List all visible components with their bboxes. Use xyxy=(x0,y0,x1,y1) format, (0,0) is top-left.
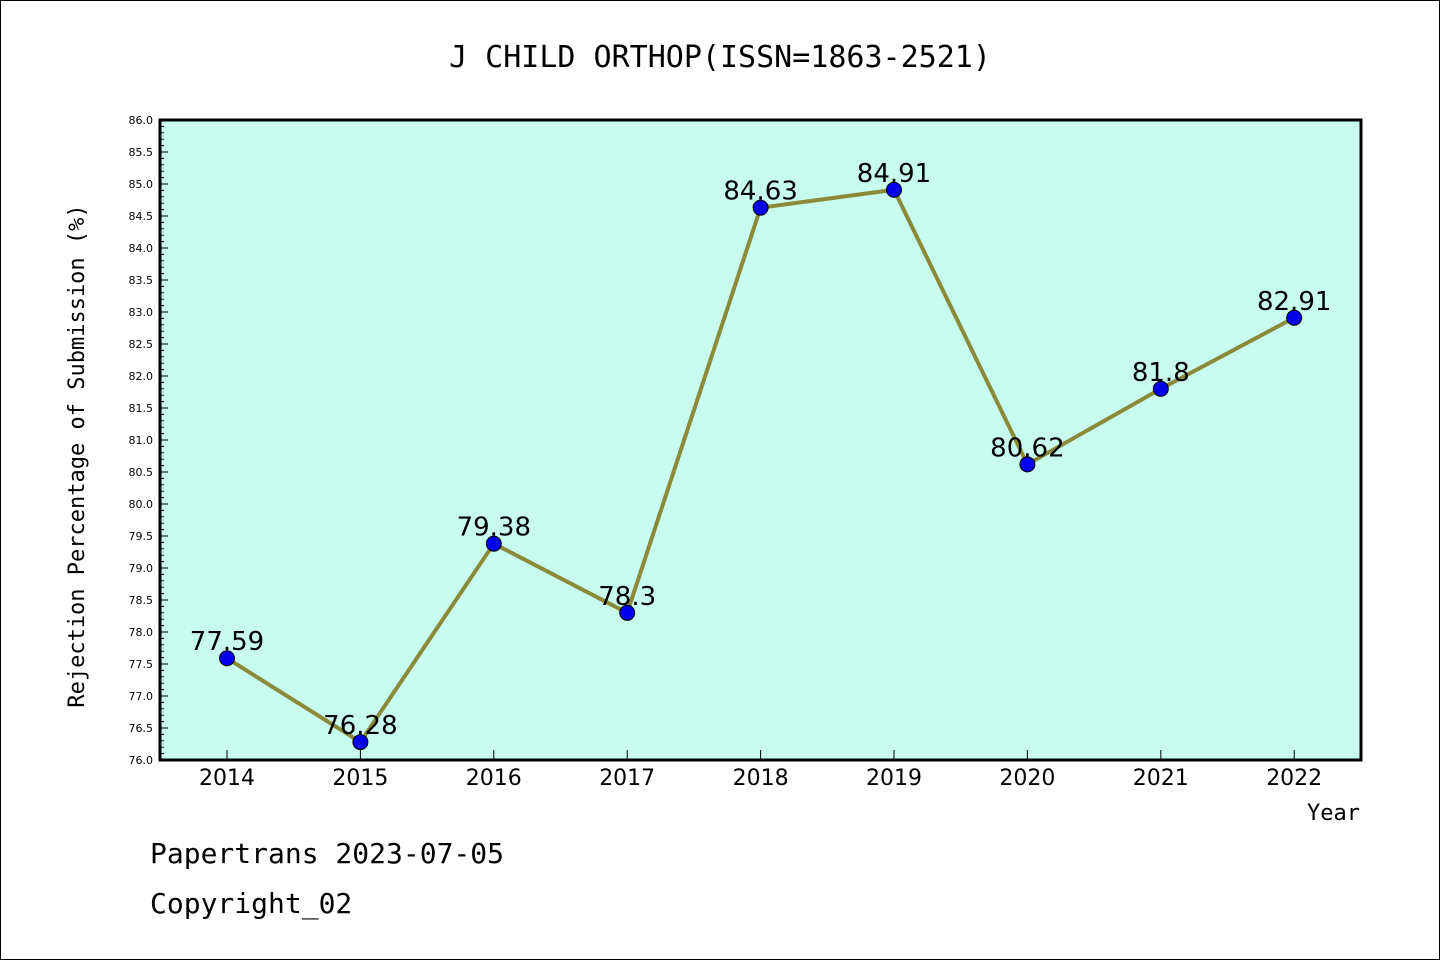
data-point xyxy=(886,181,902,198)
footer-date: Papertrans 2023-07-05 xyxy=(150,837,504,870)
x-tick-label: 2021 xyxy=(1133,766,1189,791)
x-tick-label: 2018 xyxy=(733,766,789,791)
data-point xyxy=(352,734,369,751)
y-tick-label: 82.0 xyxy=(129,370,154,383)
x-tick-label: 2015 xyxy=(332,766,388,791)
data-point xyxy=(1152,380,1169,397)
x-tick-label: 2016 xyxy=(466,766,522,791)
y-tick-label: 85.5 xyxy=(129,146,154,159)
data-point xyxy=(219,650,235,667)
y-tick-label: 78.0 xyxy=(129,626,154,639)
x-axis: 2014 2015 2016 2017 2018 2019 2020 2021 2022 xyxy=(199,750,1322,791)
data-labels: 77.59 76.28 79.38 78.3 84.63 84.91 80.62 81.8 82… xyxy=(190,159,1332,741)
data-point xyxy=(1019,456,1036,473)
y-tick-label: 84.0 xyxy=(129,242,154,255)
y-tick-label: 77.5 xyxy=(129,658,154,671)
x-tick-label: 2014 xyxy=(199,766,255,791)
x-tick-label: 2022 xyxy=(1266,766,1322,791)
y-tick-label: 81.5 xyxy=(129,402,154,415)
x-tick-label: 2019 xyxy=(866,766,922,791)
y-axis-label: Rejection Percentage of Submission (%) xyxy=(65,204,90,707)
y-tick-label: 81.0 xyxy=(129,434,154,447)
data-label: 77.59 xyxy=(190,627,264,657)
data-point xyxy=(752,199,769,216)
data-label: 81.8 xyxy=(1132,358,1190,388)
x-tick-label: 2020 xyxy=(999,766,1055,791)
x-axis-label: Year xyxy=(1307,801,1360,826)
x-tick-label: 2017 xyxy=(599,766,655,791)
data-label: 82.91 xyxy=(1257,287,1331,317)
data-point xyxy=(1286,309,1303,326)
data-label: 78.3 xyxy=(598,582,656,612)
plot-area xyxy=(160,120,1361,760)
y-tick-label: 80.0 xyxy=(129,498,154,511)
y-tick-label: 84.5 xyxy=(129,210,154,223)
y-tick-label: 79.0 xyxy=(129,562,154,575)
y-tick-label: 86.0 xyxy=(129,114,154,127)
y-tick-label: 77.0 xyxy=(129,690,154,703)
data-label: 79.38 xyxy=(457,513,531,543)
y-tick-label: 82.5 xyxy=(129,338,154,351)
y-tick-label: 79.5 xyxy=(129,530,154,543)
data-points xyxy=(219,181,1303,751)
data-point xyxy=(485,535,502,552)
y-tick-label: 83.0 xyxy=(129,306,154,319)
chart-title: J CHILD ORTHOP(ISSN=1863-2521) xyxy=(449,40,991,75)
y-tick-label: 76.5 xyxy=(129,722,154,735)
data-label: 76.28 xyxy=(323,711,397,741)
data-label: 84.91 xyxy=(857,159,931,189)
data-label: 80.62 xyxy=(990,433,1064,463)
data-label: 84.63 xyxy=(723,177,797,207)
y-tick-label: 85.0 xyxy=(129,178,154,191)
y-tick-label: 80.5 xyxy=(129,466,154,479)
footer-copyright: Copyright_02 xyxy=(150,887,352,921)
y-tick-label: 76.0 xyxy=(129,754,154,767)
plot-border xyxy=(158,118,1363,762)
y-tick-label: 83.5 xyxy=(129,274,154,287)
data-point xyxy=(619,604,636,621)
y-tick-label: 78.5 xyxy=(129,594,154,607)
